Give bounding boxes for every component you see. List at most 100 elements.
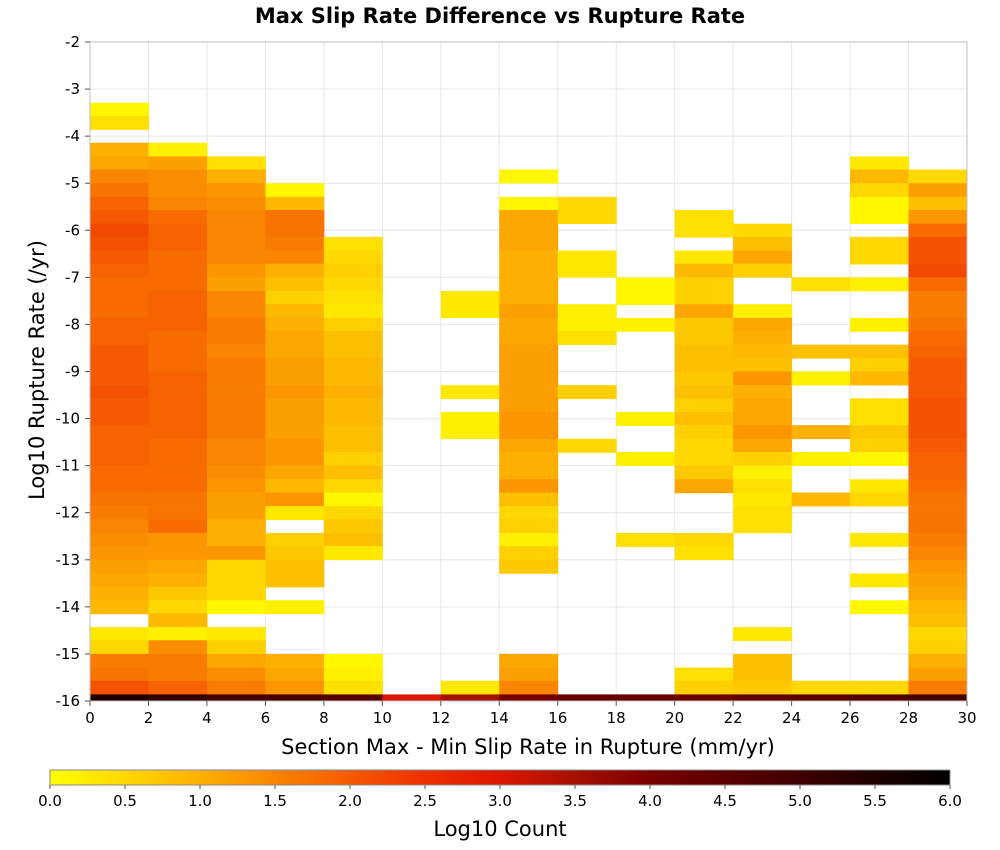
heatmap-cell [908,586,968,601]
heatmap-cell [90,115,149,130]
heatmap-cell [674,438,734,453]
heatmap-cell [850,236,910,251]
heatmap-cell [148,519,208,534]
heatmap-cell [674,465,734,480]
heatmap-cell [616,291,676,305]
heatmap-cell [499,385,559,400]
colorbar-tick-label: 5.0 [788,792,812,810]
x-tick-label: 30 [957,709,976,727]
heatmap-cell [148,156,208,171]
plot-area: 0 2 4 6 8 10 12 14 16 18 20 22 24 26 28 30-2-3-4-5-6-7-… [56,33,977,727]
heatmap-cell [323,465,383,480]
heatmap-cell [323,506,383,521]
y-tick-label: -7 [65,268,80,286]
heatmap-cell [206,371,266,386]
heatmap-cell [440,680,500,695]
heatmap-cell [323,344,383,359]
heatmap-cell [850,210,910,224]
heatmap-cell [90,640,149,655]
heatmap-cell [499,250,559,265]
heatmap-cell [323,479,383,494]
heatmap-cell [148,694,208,701]
colorbar-label: Log10 Count [433,817,566,841]
heatmap-cell [148,196,208,211]
heatmap-cell [265,573,325,588]
heatmap-cell [265,210,325,224]
heatmap-cell [850,371,910,386]
heatmap-cell [850,680,910,695]
x-tick-label: 2 [144,709,154,727]
heatmap-cell [908,667,968,682]
heatmap-cell [908,600,968,615]
colorbar-tick-label: 0.0 [38,792,62,810]
heatmap-cell [908,331,968,345]
heatmap-cell [206,600,266,615]
heatmap-cell [499,425,559,440]
heatmap-cell [616,451,676,466]
heatmap-cell [265,263,325,278]
heatmap-cell [148,546,208,561]
heatmap-cell [148,291,208,305]
heatmap-cell [440,291,500,305]
heatmap-cell [499,694,559,701]
heatmap-cell [908,304,968,319]
colorbar-tick-label: 0.5 [113,792,137,810]
heatmap-cell [616,317,676,332]
heatmap-cell [557,263,617,278]
heatmap-cell [206,506,266,521]
heatmap-cell [908,250,968,265]
heatmap-cell [674,371,734,386]
heatmap-cell [908,169,968,184]
heatmap-cell [791,425,851,440]
y-axis-label: Log10 Rupture Rate (/yr) [25,240,49,500]
y-tick-label: -3 [65,80,80,98]
heatmap-cell [733,667,793,682]
heatmap-cell [323,546,383,561]
heatmap-cell [206,479,266,494]
heatmap-cell [908,532,968,547]
heatmap-cell [499,344,559,359]
heatmap-cell [674,291,734,305]
heatmap-cell [90,291,149,305]
heatmap-cell [323,398,383,413]
heatmap-cell [206,532,266,547]
heatmap-cell [908,371,968,386]
heatmap-cell [323,519,383,534]
heatmap-cell [206,169,266,184]
heatmap-cell [850,492,910,507]
heatmap-cell [90,398,149,413]
heatmap-cell [90,371,149,386]
heatmap-cell [90,600,149,615]
heatmap-cell [90,546,149,561]
heatmap-cell [148,492,208,507]
heatmap-cell [148,263,208,278]
heatmap-cell [499,277,559,292]
heatmap-cell [908,465,968,480]
heatmap-cell [908,613,968,628]
heatmap-cell [148,250,208,265]
heatmap-cell [265,546,325,561]
heatmap-cell [733,694,793,701]
heatmap-cell [90,196,149,211]
heatmap-cell [850,411,910,426]
y-tick-label: -16 [56,692,81,710]
heatmap-cell [733,680,793,695]
heatmap-cell [206,438,266,453]
heatmap-cell [90,263,149,278]
heatmap-cell [148,317,208,332]
heatmap-cell [206,156,266,171]
heatmap-cell [908,196,968,211]
heatmap-cell [323,425,383,440]
heatmap-cell [440,411,500,426]
heatmap-cell [440,385,500,400]
heatmap-cell [499,331,559,345]
heatmap-cell [265,680,325,695]
heatmap-cell [323,451,383,466]
heatmap-cell [674,425,734,440]
heatmap-cell [850,398,910,413]
heatmap-cell [265,451,325,466]
heatmap-cell [499,196,559,211]
x-tick-label: 14 [490,709,509,727]
heatmap-cell [850,600,910,615]
heatmap-cell [557,304,617,319]
